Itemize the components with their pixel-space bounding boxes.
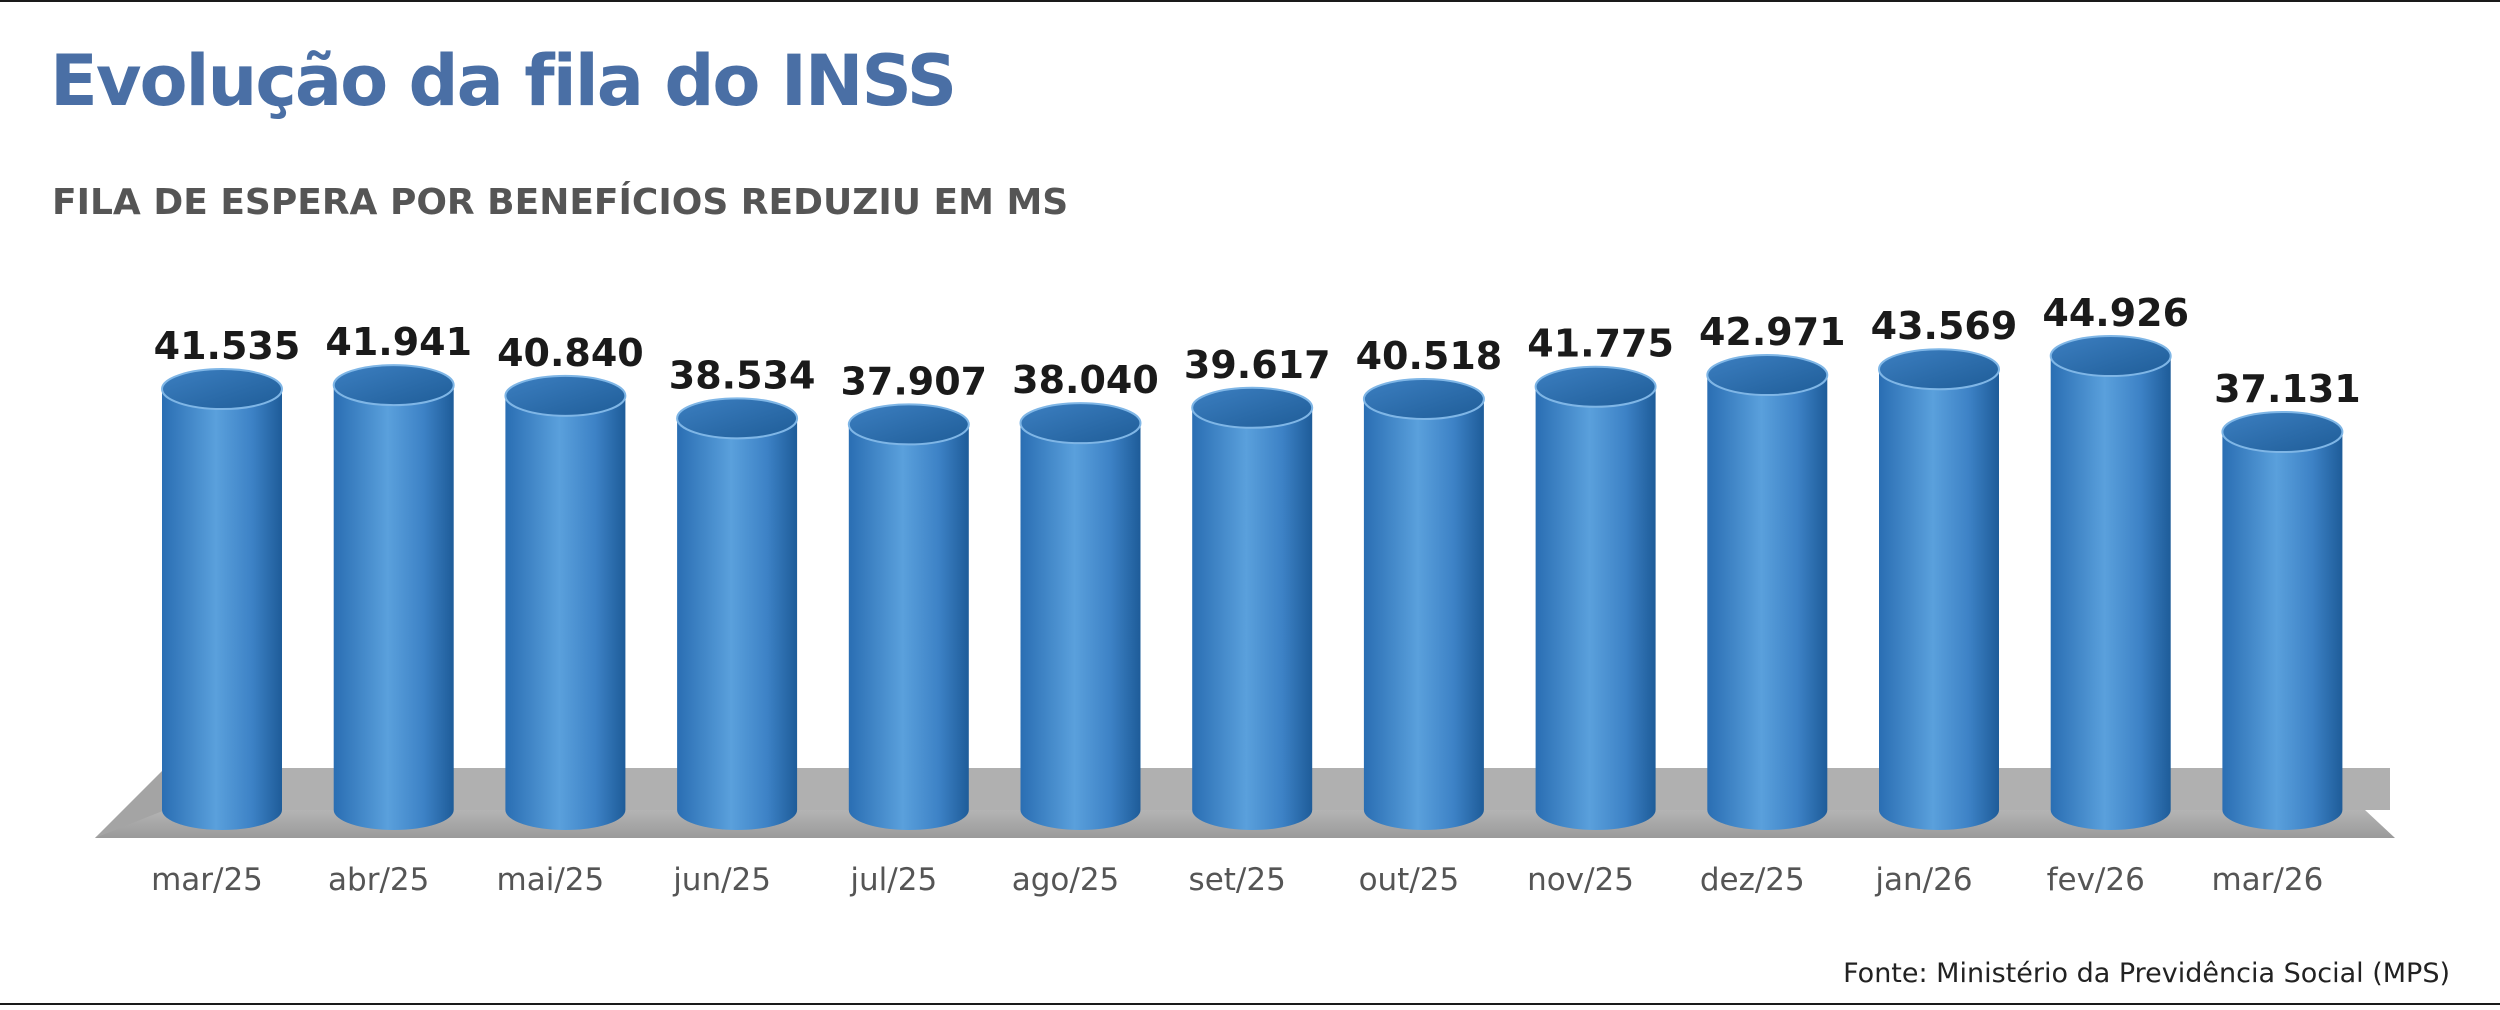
bar-top	[676, 397, 799, 440]
value-label: 37.907	[840, 359, 987, 403]
bar-body	[1363, 398, 1484, 830]
bar-set-25	[1191, 386, 1314, 830]
bar-ago-25	[1019, 402, 1142, 830]
value-label: 41.535	[154, 324, 301, 368]
category-label: ago/25	[1012, 862, 1120, 898]
bar-body	[505, 395, 626, 830]
category-label: mar/25	[151, 862, 263, 898]
bar-top	[1534, 365, 1657, 408]
bar-top	[1019, 402, 1142, 445]
category-label: mar/26	[2211, 862, 2323, 898]
bar-jun-25	[676, 397, 799, 830]
bar-top	[2221, 411, 2344, 453]
bar-top	[1362, 377, 1485, 420]
bar-body	[1192, 407, 1313, 830]
bar-out-25	[1362, 377, 1485, 830]
bar-body	[2050, 356, 2171, 830]
bar-top	[847, 403, 970, 446]
bar-body	[162, 389, 282, 830]
bar-top	[504, 374, 627, 417]
bar-jul-25	[847, 403, 970, 830]
category-label: set/25	[1189, 862, 1286, 898]
value-label: 40.518	[1356, 334, 1503, 378]
category-label: mai/25	[497, 862, 605, 898]
bar-body	[1535, 386, 1656, 830]
bottom-rule	[0, 1003, 2500, 1005]
bar-jan-26	[1878, 348, 2000, 830]
category-label: jul/25	[849, 862, 937, 898]
category-label: jun/25	[672, 862, 771, 898]
value-label: 37.131	[2214, 367, 2361, 411]
bar-body	[677, 418, 798, 830]
category-label: fev/26	[2047, 862, 2145, 898]
top-rule	[0, 0, 2500, 2]
category-label: dez/25	[1700, 862, 1805, 898]
value-label: 41.941	[325, 320, 472, 364]
category-label: out/25	[1359, 862, 1460, 898]
value-label: 39.617	[1184, 343, 1331, 387]
value-label: 43.569	[1871, 304, 2018, 348]
bar-top	[1878, 348, 2000, 391]
bar-dez-25	[1706, 354, 1829, 830]
bar-top	[161, 368, 283, 411]
source-note: Fonte: Ministério da Previdência Social …	[1843, 958, 2450, 989]
bar-nov-25	[1534, 365, 1657, 830]
category-label: abr/25	[328, 862, 429, 898]
bar-mar-25	[161, 368, 283, 830]
value-label: 38.040	[1012, 358, 1159, 402]
bar-fev-26	[2049, 335, 2172, 830]
bar-body	[848, 424, 969, 830]
bar-body	[2222, 432, 2343, 830]
bar-top	[2049, 335, 2172, 377]
value-label: 38.534	[669, 353, 816, 397]
bar-top	[1191, 386, 1314, 429]
bar-body	[333, 385, 454, 830]
bar-mai-25	[504, 374, 627, 830]
chart-floor-edge	[95, 768, 165, 838]
category-label: nov/25	[1527, 862, 1634, 898]
value-label: 40.840	[497, 331, 644, 375]
bar-body	[1879, 369, 1999, 830]
category-label: jan/26	[1874, 862, 1972, 898]
bar-abr-25	[332, 364, 455, 830]
chart-title: Evolução da fila do INSS	[50, 40, 957, 122]
bar-top	[332, 364, 455, 407]
value-label: 42.971	[1699, 310, 1846, 354]
value-label: 44.926	[2042, 291, 2189, 335]
chart-subtitle: FILA DE ESPERA POR BENEFÍCIOS REDUZIU EM…	[52, 182, 1069, 223]
bar-top	[1706, 354, 1829, 397]
bar-body	[1707, 375, 1828, 830]
bar-mar-26	[2221, 411, 2344, 830]
value-label: 41.775	[1527, 322, 1674, 366]
bar-body	[1020, 423, 1141, 830]
